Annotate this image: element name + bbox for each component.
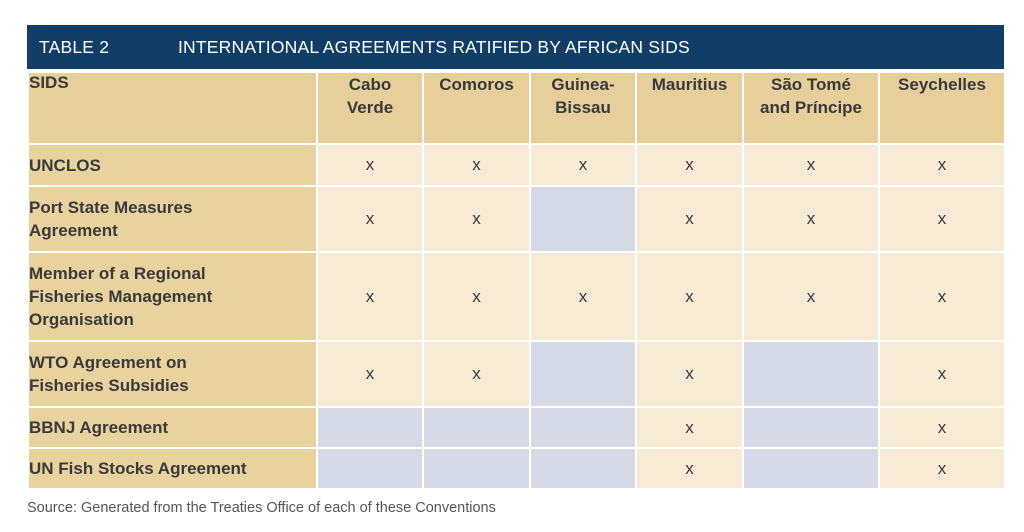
empty-cell: [422, 447, 531, 490]
table-cell: x: [878, 406, 1006, 449]
empty-cell: [422, 406, 531, 449]
table-cell: x: [316, 340, 424, 408]
table-cell: x: [878, 340, 1006, 408]
column-header: Seychelles: [878, 71, 1006, 145]
table-label: TABLE 2: [39, 36, 110, 57]
empty-cell: [529, 185, 637, 253]
column-header: Comoros: [422, 71, 531, 145]
table-cell: x: [529, 143, 637, 187]
column-header: Cabo Verde: [316, 71, 424, 145]
table-cell: x: [635, 447, 744, 490]
header-row: SIDS Cabo Verde Comoros Guinea- Bissau Mau…: [27, 71, 1006, 145]
row-label: Member of a Regional Fisheries Management…: [27, 251, 318, 342]
agreements-table: SIDS Cabo Verde Comoros Guinea- Bissau Mau…: [27, 71, 1006, 490]
table-row: Port State Measures Agreement x x x x x: [27, 185, 1006, 253]
empty-cell: [529, 406, 637, 449]
row-label: Port State Measures Agreement: [27, 185, 318, 253]
row-label: WTO Agreement on Fisheries Subsidies: [27, 340, 318, 408]
column-header: Guinea- Bissau: [529, 71, 637, 145]
table-cell: x: [422, 185, 531, 253]
table-cell: x: [316, 251, 424, 342]
corner-header: SIDS: [27, 71, 318, 145]
table-cell: x: [742, 251, 880, 342]
column-header: Mauritius: [635, 71, 744, 145]
table-cell: x: [878, 143, 1006, 187]
empty-cell: [529, 447, 637, 490]
table-cell: x: [635, 406, 744, 449]
table-row: UN Fish Stocks Agreement x x: [27, 447, 1006, 490]
empty-cell: [529, 340, 637, 408]
table-row: Member of a Regional Fisheries Management…: [27, 251, 1006, 342]
table-cell: x: [878, 447, 1006, 490]
table-cell: x: [316, 185, 424, 253]
table-cell: x: [316, 143, 424, 187]
table-cell: x: [635, 251, 744, 342]
row-label: UN Fish Stocks Agreement: [27, 447, 318, 490]
table-cell: x: [635, 143, 744, 187]
row-label: BBNJ Agreement: [27, 406, 318, 449]
row-label: UNCLOS: [27, 143, 318, 187]
table-cell: x: [635, 185, 744, 253]
table-cell: x: [878, 251, 1006, 342]
empty-cell: [742, 447, 880, 490]
table-cell: x: [529, 251, 637, 342]
table-cell: x: [422, 143, 531, 187]
table-cell: x: [422, 251, 531, 342]
table-cell: x: [742, 185, 880, 253]
table-row: UNCLOS x x x x x x: [27, 143, 1006, 187]
empty-cell: [316, 406, 424, 449]
table-cell: x: [742, 143, 880, 187]
table-title: INTERNATIONAL AGREEMENTS RATIFIED BY AFR…: [178, 36, 690, 57]
empty-cell: [742, 340, 880, 408]
table-cell: x: [878, 185, 1006, 253]
empty-cell: [316, 447, 424, 490]
table-row: BBNJ Agreement x x: [27, 406, 1006, 449]
column-header: São Tomé and Príncipe: [742, 71, 880, 145]
source-note: Source: Generated from the Treaties Offi…: [27, 500, 496, 516]
table-title-bar: TABLE 2 INTERNATIONAL AGREEMENTS RATIFIE…: [27, 25, 1004, 69]
table-cell: x: [422, 340, 531, 408]
table-row: WTO Agreement on Fisheries Subsidies x x …: [27, 340, 1006, 408]
empty-cell: [742, 406, 880, 449]
table-cell: x: [635, 340, 744, 408]
